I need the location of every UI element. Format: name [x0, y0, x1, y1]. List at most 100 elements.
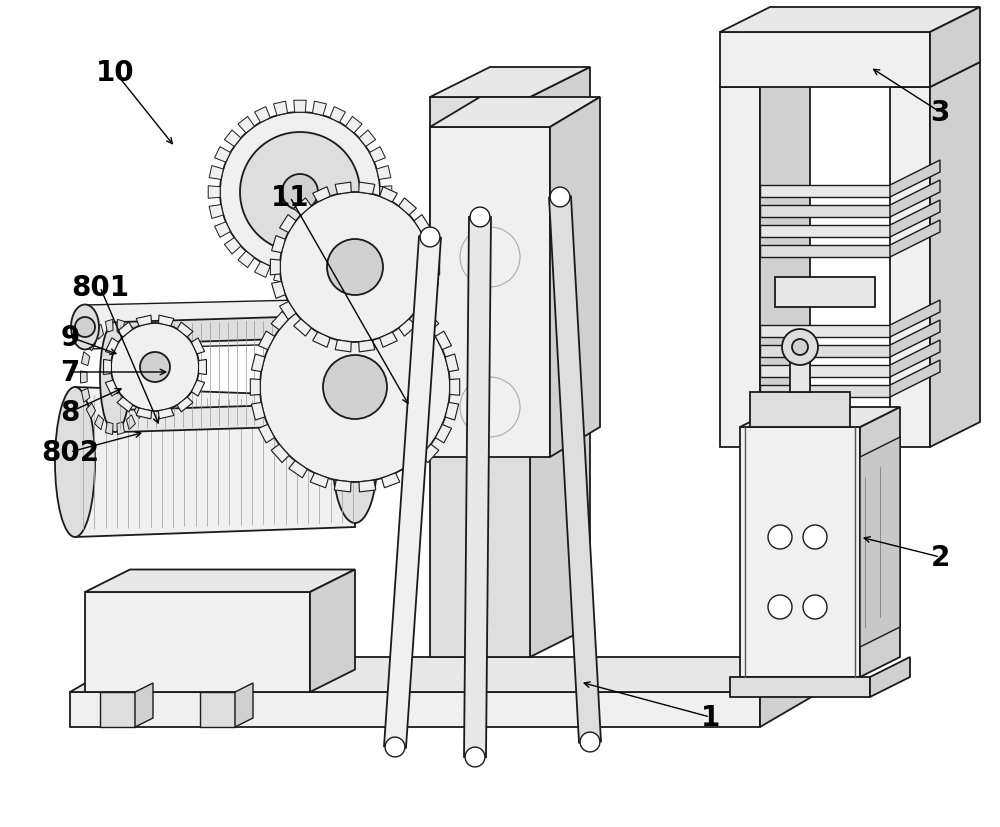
Polygon shape	[270, 260, 280, 275]
Polygon shape	[289, 297, 307, 314]
Circle shape	[140, 352, 170, 383]
Polygon shape	[890, 341, 940, 378]
Polygon shape	[105, 338, 119, 355]
Polygon shape	[235, 683, 253, 727]
Polygon shape	[258, 332, 275, 350]
Polygon shape	[382, 473, 400, 488]
Polygon shape	[403, 461, 421, 478]
Circle shape	[327, 240, 383, 295]
Circle shape	[465, 748, 485, 767]
Polygon shape	[100, 692, 135, 727]
Polygon shape	[399, 198, 416, 216]
Polygon shape	[359, 283, 376, 294]
Polygon shape	[280, 302, 296, 320]
Polygon shape	[117, 423, 125, 435]
Polygon shape	[251, 403, 265, 421]
Polygon shape	[105, 380, 119, 397]
Circle shape	[75, 318, 95, 337]
Polygon shape	[421, 445, 439, 463]
Polygon shape	[377, 166, 391, 180]
Polygon shape	[425, 237, 438, 253]
Polygon shape	[117, 320, 125, 332]
Circle shape	[220, 112, 380, 273]
Polygon shape	[720, 8, 980, 33]
Polygon shape	[255, 108, 270, 123]
Polygon shape	[445, 355, 459, 372]
Polygon shape	[258, 425, 275, 443]
Text: 802: 802	[41, 438, 99, 466]
Circle shape	[240, 133, 360, 253]
Circle shape	[470, 208, 490, 227]
Polygon shape	[359, 480, 376, 492]
Circle shape	[260, 293, 450, 482]
Ellipse shape	[71, 305, 99, 350]
Text: 3: 3	[930, 99, 950, 127]
Polygon shape	[430, 68, 590, 98]
Polygon shape	[860, 408, 900, 677]
Polygon shape	[760, 63, 810, 447]
Polygon shape	[191, 380, 205, 397]
Polygon shape	[346, 251, 362, 268]
Polygon shape	[760, 186, 890, 198]
Polygon shape	[85, 592, 310, 692]
Polygon shape	[760, 366, 890, 378]
Polygon shape	[104, 360, 111, 375]
Ellipse shape	[372, 317, 404, 422]
Polygon shape	[530, 68, 590, 657]
Polygon shape	[430, 98, 600, 128]
Polygon shape	[140, 352, 149, 366]
Polygon shape	[359, 238, 376, 255]
Polygon shape	[289, 461, 307, 478]
Polygon shape	[215, 147, 230, 163]
Circle shape	[768, 595, 792, 619]
Circle shape	[385, 737, 405, 757]
Polygon shape	[890, 361, 940, 398]
Polygon shape	[760, 657, 820, 727]
Ellipse shape	[333, 391, 378, 523]
Polygon shape	[435, 425, 452, 443]
Polygon shape	[200, 692, 235, 727]
Polygon shape	[890, 88, 930, 447]
Polygon shape	[313, 332, 330, 348]
Polygon shape	[890, 221, 940, 258]
Circle shape	[111, 323, 199, 412]
Polygon shape	[399, 319, 416, 337]
Polygon shape	[136, 409, 152, 419]
Text: 8: 8	[60, 399, 80, 427]
Polygon shape	[550, 98, 600, 457]
Polygon shape	[359, 341, 375, 352]
Polygon shape	[274, 270, 287, 284]
Polygon shape	[313, 102, 326, 117]
Polygon shape	[359, 131, 376, 147]
Circle shape	[803, 595, 827, 619]
Text: 1: 1	[700, 703, 720, 731]
Polygon shape	[70, 657, 820, 692]
Polygon shape	[334, 480, 351, 492]
Polygon shape	[890, 160, 940, 198]
Polygon shape	[294, 272, 306, 284]
Polygon shape	[313, 270, 326, 284]
Circle shape	[323, 356, 387, 419]
Polygon shape	[377, 205, 391, 219]
Polygon shape	[177, 398, 193, 413]
Polygon shape	[208, 187, 220, 199]
Polygon shape	[380, 187, 392, 199]
Circle shape	[580, 732, 600, 752]
Polygon shape	[382, 287, 400, 302]
Polygon shape	[430, 128, 550, 457]
Polygon shape	[191, 338, 205, 355]
Circle shape	[282, 174, 318, 211]
Polygon shape	[120, 314, 380, 345]
Polygon shape	[274, 102, 287, 117]
Polygon shape	[370, 147, 385, 163]
Polygon shape	[414, 302, 430, 320]
Polygon shape	[760, 346, 890, 357]
Ellipse shape	[55, 388, 95, 538]
Polygon shape	[335, 183, 351, 195]
Polygon shape	[224, 238, 241, 255]
Polygon shape	[890, 321, 940, 357]
Polygon shape	[75, 388, 355, 538]
Polygon shape	[930, 8, 980, 88]
Circle shape	[803, 525, 827, 549]
Polygon shape	[134, 336, 144, 351]
